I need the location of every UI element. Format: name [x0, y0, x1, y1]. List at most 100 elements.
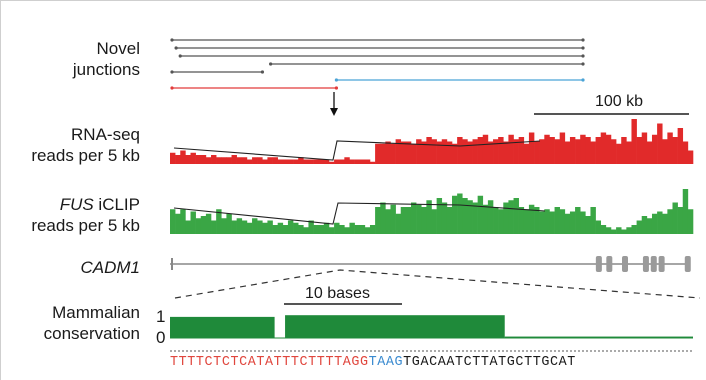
gene-exon: [622, 256, 629, 272]
fus-bar: [359, 225, 366, 234]
rnaseq-bar: [487, 141, 494, 164]
rnaseq-bar: [523, 143, 530, 164]
fus-bar: [400, 207, 407, 234]
rnaseq-bar: [493, 139, 499, 164]
junction-end: [581, 38, 585, 42]
rnaseq-bar: [390, 143, 396, 164]
rnaseq-bar: [421, 141, 427, 164]
junction-end: [178, 54, 182, 58]
rnaseq-trend: [173, 140, 541, 161]
fus-bar: [636, 220, 643, 234]
fus-bar: [534, 207, 540, 234]
rnaseq-bar: [549, 137, 555, 164]
fus-bar: [539, 211, 545, 234]
fus-bar: [646, 218, 653, 234]
fus-bar: [236, 218, 243, 234]
junction-end: [581, 62, 585, 66]
fus-bar: [211, 220, 217, 234]
rnaseq-bar: [646, 141, 653, 164]
rnaseq-bar: [590, 141, 596, 164]
fus-bar: [405, 207, 412, 234]
conservation-block: [504, 336, 693, 338]
rnaseq-bar: [605, 134, 612, 164]
rnaseq-bar: [626, 141, 632, 164]
junction-end: [170, 38, 174, 42]
rnaseq-bar: [554, 139, 560, 164]
rnaseq-bar: [518, 137, 525, 164]
junction-end: [581, 78, 585, 82]
fus-bar: [575, 207, 581, 234]
fus-bar: [334, 222, 340, 234]
rnaseq-bar: [426, 137, 432, 164]
rnaseq-bar: [441, 139, 448, 164]
fus-bar: [277, 222, 284, 234]
gene-exon: [606, 256, 613, 272]
rnaseq-bar: [585, 137, 591, 164]
rnaseq-bar: [308, 159, 314, 164]
rnaseq-bar: [180, 150, 186, 164]
rnaseq-bar: [369, 161, 376, 164]
fus-bar: [190, 211, 196, 234]
breakpoint-arrowhead: [330, 108, 338, 116]
rnaseq-bar: [436, 141, 443, 164]
rnaseq-bar: [334, 159, 340, 164]
fus-bar: [621, 229, 627, 234]
rnaseq-bar: [657, 123, 663, 164]
fus-bar: [195, 218, 202, 234]
rnaseq-bar: [498, 137, 504, 164]
rnaseq-bar: [400, 141, 407, 164]
rnaseq-bar: [667, 132, 673, 164]
rnaseq-bar: [226, 157, 232, 164]
rnaseq-bar: [534, 141, 540, 164]
fus-bar: [328, 227, 335, 234]
fus-bar: [508, 200, 514, 234]
fus-bar: [477, 195, 484, 234]
zoom-dashed-line: [174, 269, 701, 299]
sequence-segment-blue: TAAG: [368, 355, 404, 370]
rnaseq-bar: [298, 157, 304, 164]
fus-bar: [513, 198, 519, 234]
fus-bar: [339, 225, 345, 234]
fus-bar: [503, 202, 509, 234]
rnaseq-bar: [575, 139, 581, 164]
fus-bar: [344, 227, 350, 234]
fus-bar: [544, 209, 550, 234]
fus-bar: [482, 204, 489, 234]
rnaseq-bar: [395, 139, 402, 164]
fus-bar: [462, 198, 468, 234]
left-border: [0, 0, 1, 380]
sequence-segment-black: TGACAATCTTATGCTTGCAT: [403, 355, 576, 370]
rnaseq-bar: [354, 159, 361, 164]
rnaseq-bar: [200, 155, 207, 164]
rnaseq-bar: [190, 152, 196, 164]
fus-bar: [252, 218, 258, 234]
fus-bar: [457, 193, 463, 234]
fus-bar: [569, 211, 576, 234]
fus-bar: [287, 220, 294, 234]
fus-bar: [246, 222, 253, 234]
conservation-label: Mammalian conservation: [43, 303, 140, 343]
rnaseq-bar: [559, 132, 566, 164]
fus-bar: [446, 207, 453, 234]
rnaseq-bar: [513, 139, 519, 164]
fus-bar: [559, 209, 566, 234]
fus-bar: [657, 211, 663, 234]
fus-bar: [616, 227, 622, 234]
rnaseq-bar: [328, 161, 335, 164]
fus-bar: [318, 225, 325, 234]
fus-bar: [390, 204, 396, 234]
rnaseq-bar: [287, 159, 294, 164]
rnaseq-bar: [272, 157, 278, 164]
rnaseq-bar: [641, 132, 648, 164]
fus-bar: [303, 227, 309, 234]
rnaseq-bar: [313, 159, 319, 164]
fus-bar: [175, 213, 181, 234]
fus-bar: [580, 211, 586, 234]
fus-bar: [375, 207, 381, 234]
scale-bar-100kb-label: 100 kb: [595, 93, 644, 110]
rnaseq-bar: [252, 157, 258, 164]
rnaseq-bar: [482, 134, 489, 164]
rnaseq-bar: [267, 157, 273, 164]
rnaseq-bar: [380, 143, 386, 164]
